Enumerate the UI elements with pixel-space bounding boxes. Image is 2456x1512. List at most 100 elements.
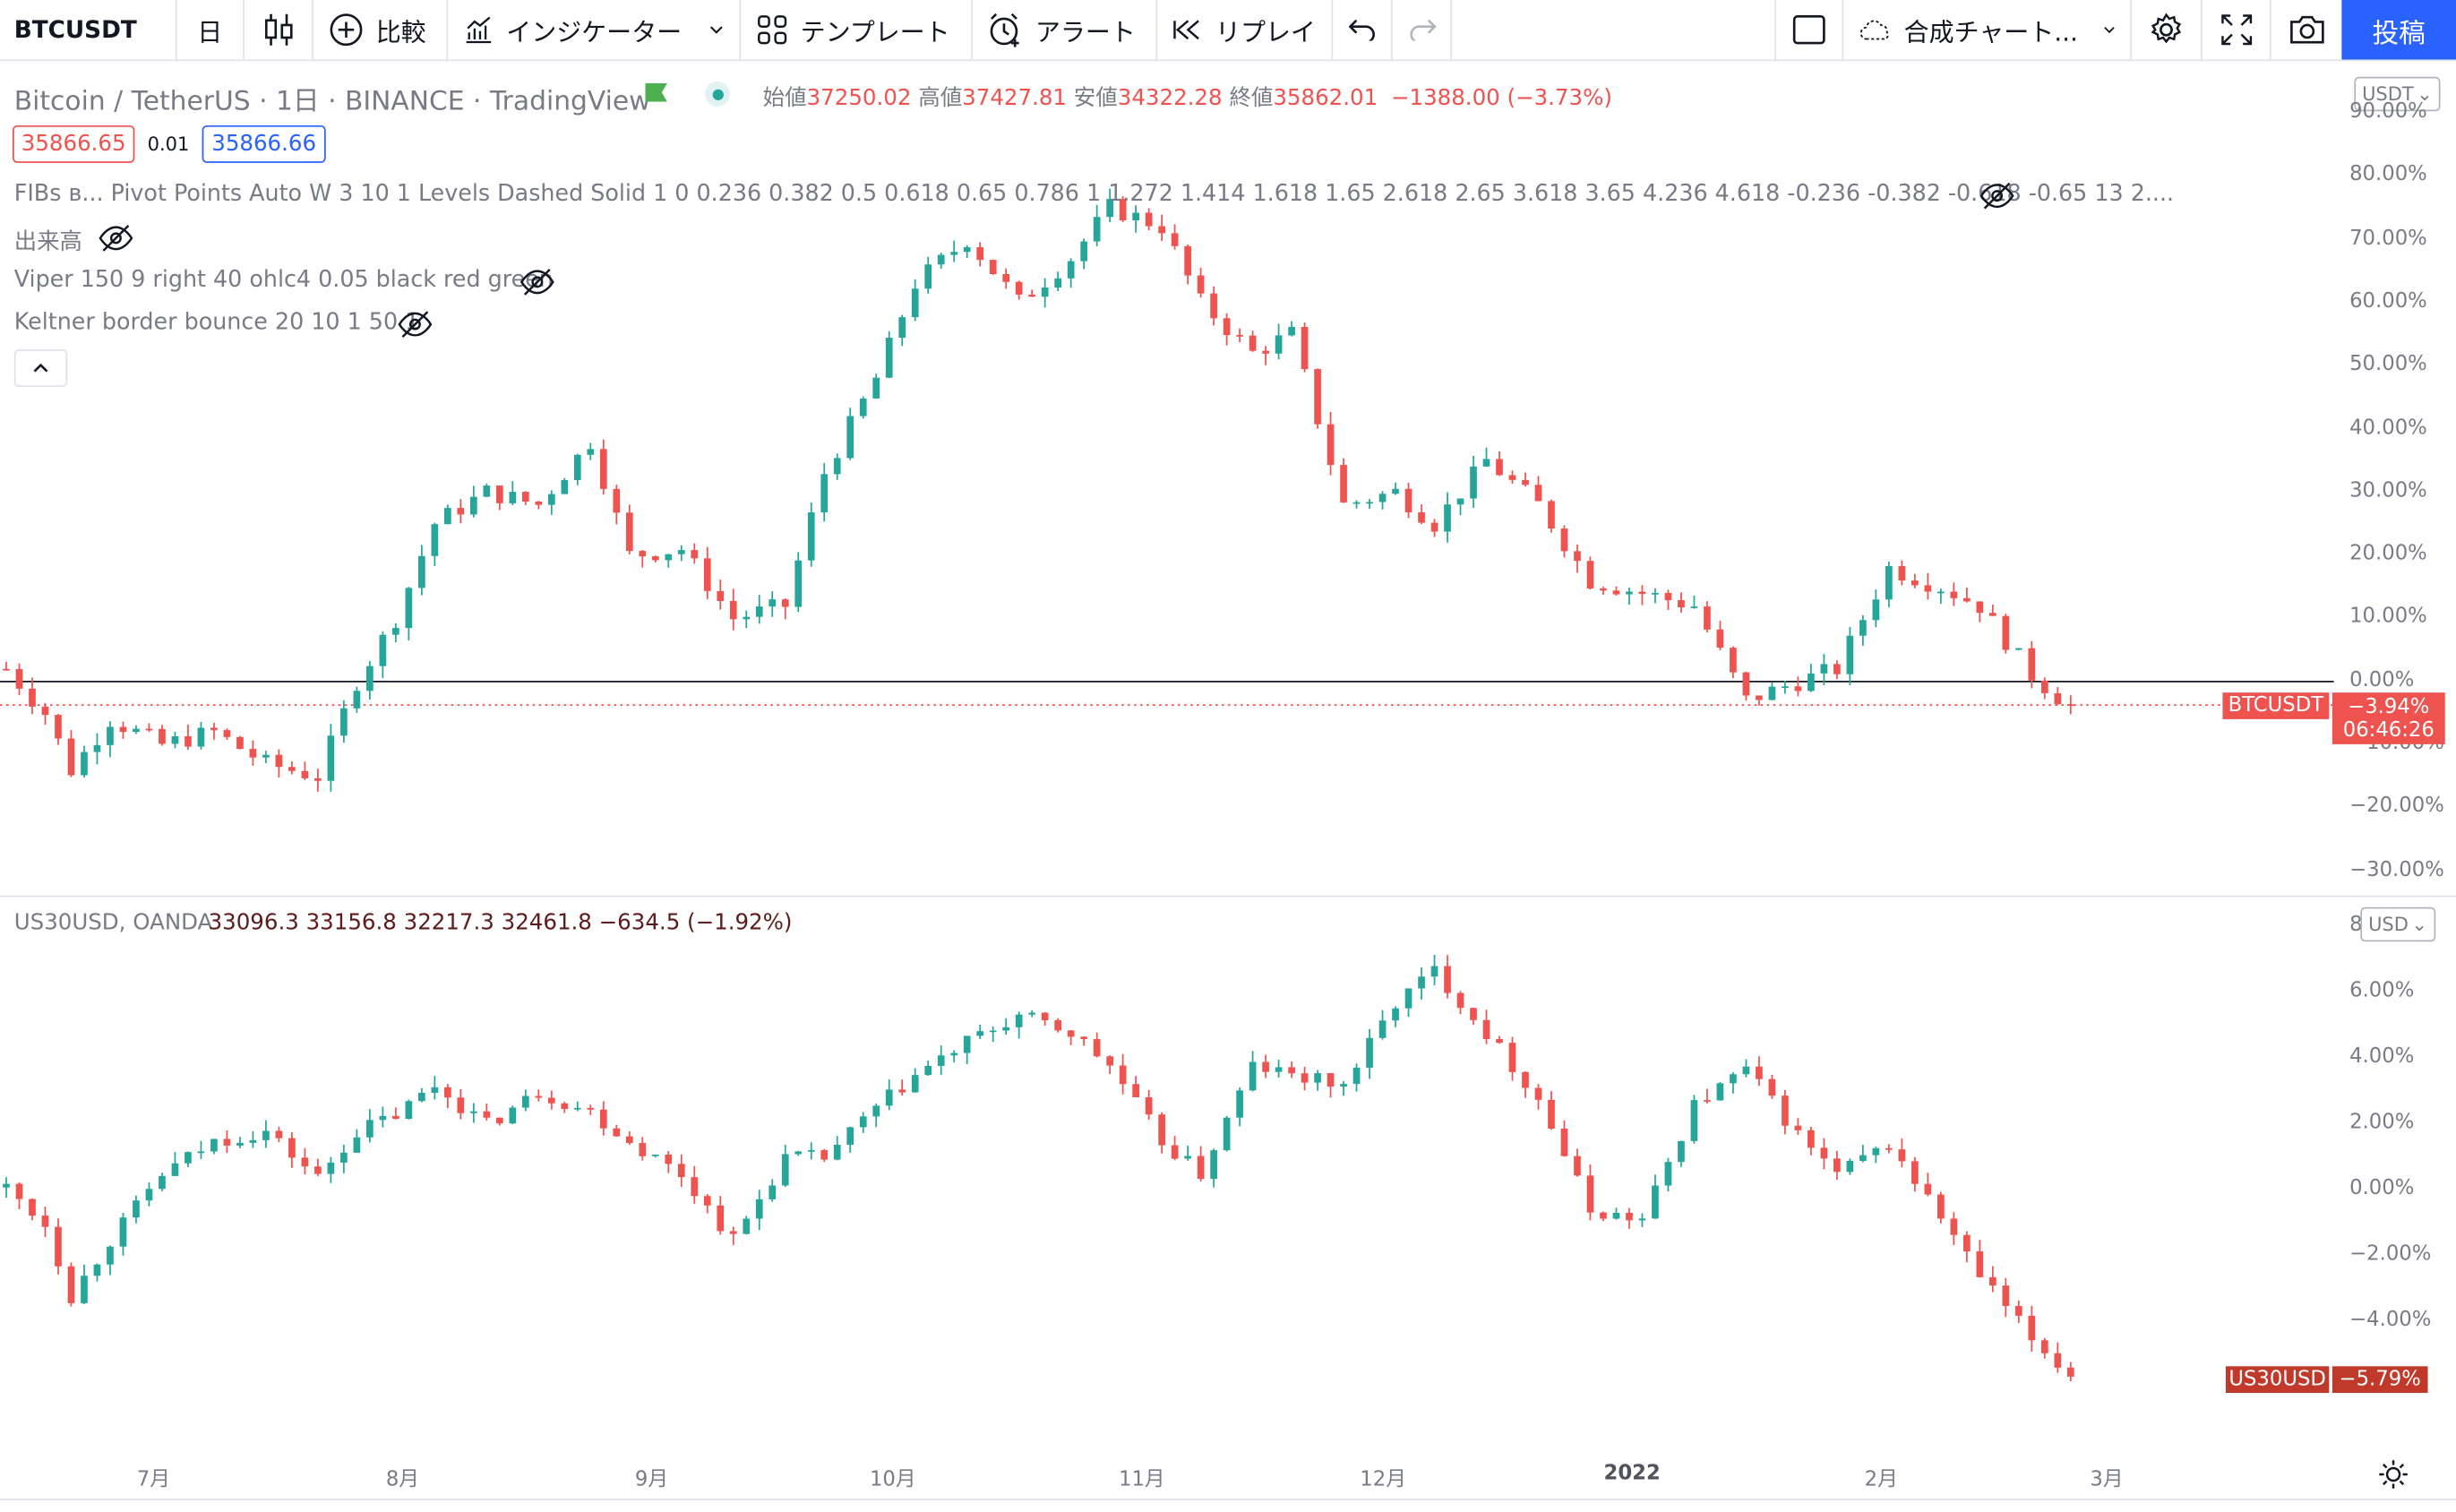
us30-candle-body [2040,1340,2048,1353]
us30-candle-body [93,1264,101,1276]
btc-candle-body [820,474,829,513]
alert-button[interactable]: アラート [973,0,1158,60]
market-status-icon[interactable] [704,81,730,107]
us30-candle-body [41,1216,49,1227]
btc-candle-body [1534,485,1542,502]
us30-candle-body [665,1155,673,1164]
close-value: 35862.01 [1273,86,1378,112]
us30-candle-body [691,1177,699,1197]
us30-candle-body [1015,1014,1023,1027]
us30-candle-body [1158,1114,1165,1146]
indicator-viper[interactable]: Viper 150 9 right 40 ohlc4 0.05 black re… [14,268,554,293]
indicator-viper-label: Viper 150 9 right 40 ohlc4 0.05 black re… [13,268,554,294]
us30-candle-body [573,1107,581,1110]
btc-candle-body [405,588,413,629]
indicator-keltner[interactable]: Keltner border bounce 20 10 1 50 1 [14,310,420,335]
time-axis-tick: 8月 [385,1468,420,1492]
us30-candle-body [457,1097,465,1113]
btc-candle-body [665,554,673,561]
indicators-button[interactable]: インジケーター [448,0,742,60]
us30-candle-body [210,1138,218,1152]
eye-off-icon[interactable] [520,268,554,296]
indicator-volume[interactable]: 出来高 [14,224,82,257]
save-layout-button[interactable]: 合成チャート... [1843,0,2133,60]
sub-series-title: US30USD, OANDA [13,910,213,936]
us30-candle-body [405,1101,413,1119]
us30-candle-body [535,1095,543,1098]
btc-candle-body [301,770,309,778]
btc-candle-body [769,599,777,607]
rewind-icon [1173,20,1199,40]
post-button[interactable]: 投稿 [2341,0,2456,60]
candle-style-button[interactable] [245,0,313,60]
us30-candle-body [431,1087,439,1094]
btc-candle-body [1496,459,1503,476]
us30-candle-body [1600,1212,1607,1219]
btc-candle-body [1015,281,1023,295]
btc-candle-body [1911,580,1919,586]
sub-change-tag: −5.79% [2331,1366,2428,1394]
us30-candle-body [1574,1155,1581,1176]
eye-off-icon[interactable] [398,310,433,338]
eye-off-icon[interactable] [99,224,133,252]
us30-candle-body [1988,1276,1997,1286]
interval-button[interactable]: 日 [177,0,245,60]
us30-candle-body [1184,1155,1191,1159]
main-currency-select[interactable]: USDT ⌄ [2354,76,2441,112]
us30-candle-body [717,1205,725,1232]
us30-candle-body [703,1196,711,1206]
btc-candle-body [210,727,218,731]
main-axis-tick: 90.00% [2349,99,2427,125]
btc-candle-body [119,726,127,733]
screenshot-button[interactable] [2271,0,2342,59]
us30-candle-body [275,1130,283,1138]
us30-candle-body [67,1266,75,1303]
settings-button[interactable] [2132,0,2203,60]
indicator-fibs-label: FIBs в... Pivot Points Auto W 3 10 1 Lev… [13,181,2175,207]
btc-candle-body [1626,591,1633,595]
us30-candle-body [314,1166,322,1174]
btc-candle-body [1963,597,1971,602]
us30-candle-body [729,1231,737,1234]
btc-candle-body [1430,522,1438,532]
redo-button[interactable] [1393,0,1453,60]
sub-currency-select[interactable]: USD ⌄ [2360,906,2435,942]
btc-candle-body [483,485,491,497]
sell-price-button[interactable]: 35866.65 [12,125,135,163]
btc-candle-body [1690,606,1698,608]
us30-candle-body [1872,1147,1880,1155]
us30-candle-body [1924,1183,1932,1195]
main-axis-tick: 80.00% [2349,163,2427,187]
btc-candle-body [3,668,10,671]
btc-candle-body [185,736,192,747]
us30-candle-body [1067,1030,1075,1037]
us30-candle-body [392,1115,399,1119]
btc-candle-body [846,416,854,459]
btc-candle-body [29,688,36,707]
us30-candle-body [1404,988,1413,1009]
us30-candle-body [1223,1117,1231,1151]
collapse-legend-button[interactable] [13,349,68,388]
eye-off-icon[interactable] [1979,182,2014,210]
btc-candle-body [314,777,322,781]
sub-symbol-tag: US30USD [2225,1366,2330,1394]
templates-button[interactable]: テンプレート [741,0,973,60]
btc-candle-body [145,728,153,731]
fullscreen-button[interactable] [2203,0,2271,60]
symbol-search-button[interactable]: BTCUSDT [0,0,177,60]
btc-candle-body [1028,294,1036,297]
layout-select-button[interactable] [1774,0,1844,60]
btc-candle-body [1340,465,1347,503]
us30-candle-body [288,1138,296,1158]
compare-button[interactable]: 比較 [313,0,449,60]
indicator-fibs[interactable]: FIBs в... Pivot Points Auto W 3 10 1 Lev… [14,182,2174,207]
sun-settings-icon[interactable] [2378,1459,2409,1491]
flag-icon[interactable] [645,82,667,102]
btc-candle-body [1314,369,1321,425]
ohlc-legend: 始値37250.02 高値37427.81 安値34322.28 終値35862… [763,82,1612,113]
buy-price-button[interactable]: 35866.66 [202,125,326,163]
replay-button[interactable]: リプレイ [1157,0,1334,60]
us30-candle-body [1028,1012,1036,1015]
undo-button[interactable] [1333,0,1393,60]
